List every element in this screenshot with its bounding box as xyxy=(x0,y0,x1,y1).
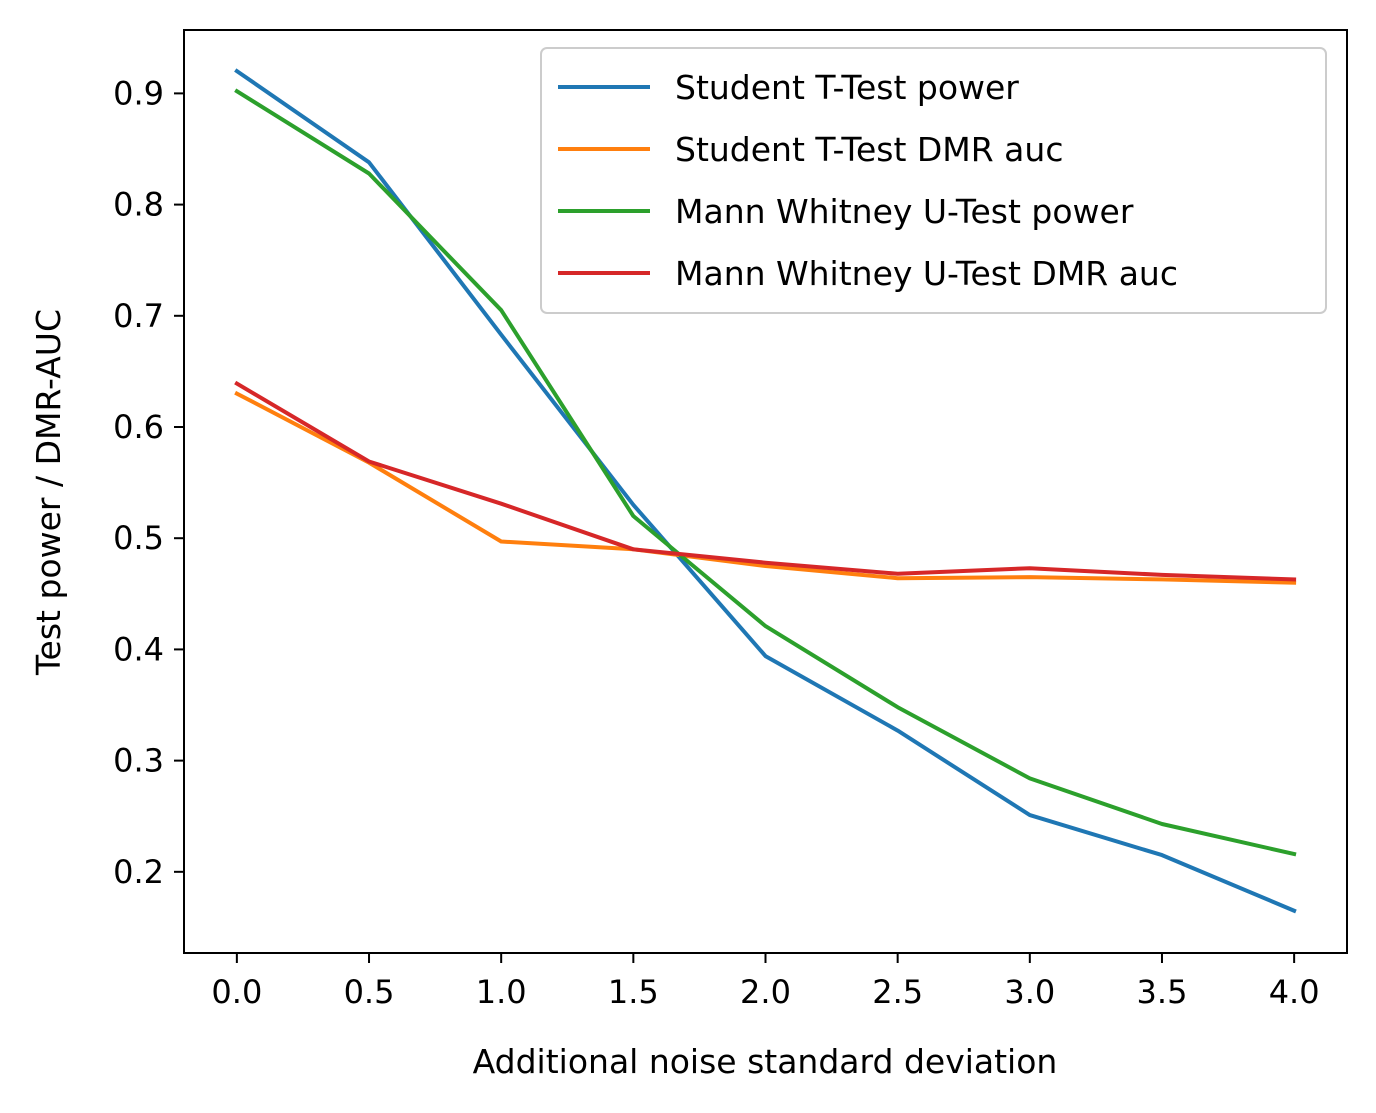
y-tick-label: 0.3 xyxy=(113,742,164,780)
y-tick-label: 0.7 xyxy=(113,297,164,335)
y-tick-label: 0.9 xyxy=(113,74,164,112)
x-tick-label: 1.5 xyxy=(608,973,659,1011)
series-line-4 xyxy=(234,380,1297,582)
legend-label: Student T-Test DMR auc xyxy=(675,130,1063,169)
y-axis: 0.2 0.3 0.4 0.5 0.6 0.7 0.8 0.9 xyxy=(113,74,184,891)
y-tick-label: 0.8 xyxy=(113,186,164,224)
legend-box xyxy=(540,47,1327,314)
plot-area xyxy=(234,68,1297,914)
x-tick-label: 3.5 xyxy=(1137,973,1188,1011)
legend: Student T-Test power Student T-Test DMR a… xyxy=(540,47,1327,314)
legend-label: Mann Whitney U-Test DMR auc xyxy=(675,254,1178,293)
y-tick-label: 0.4 xyxy=(113,630,164,668)
legend-label: Mann Whitney U-Test power xyxy=(675,192,1134,231)
legend-label: Student T-Test power xyxy=(675,68,1019,107)
x-tick-label: 0.5 xyxy=(344,973,395,1011)
x-tick-label: 2.5 xyxy=(872,973,923,1011)
x-axis-label: Additional noise standard deviation xyxy=(473,1042,1058,1081)
y-tick-label: 0.2 xyxy=(113,853,164,891)
x-tick-label: 3.0 xyxy=(1004,973,1055,1011)
x-tick-label: 2.0 xyxy=(740,973,791,1011)
x-tick-label: 0.0 xyxy=(211,973,262,1011)
y-tick-label: 0.6 xyxy=(113,408,164,446)
y-axis-label: Test power / DMR-AUC xyxy=(29,309,68,676)
series-line-2 xyxy=(234,390,1297,585)
x-axis: 0.0 0.5 1.0 1.5 2.0 2.5 3.0 3.5 4.0 xyxy=(211,953,1320,1011)
x-tick-label: 1.0 xyxy=(476,973,527,1011)
y-tick-label: 0.5 xyxy=(113,519,164,557)
series-line-3 xyxy=(234,88,1297,857)
x-tick-label: 4.0 xyxy=(1269,973,1320,1011)
